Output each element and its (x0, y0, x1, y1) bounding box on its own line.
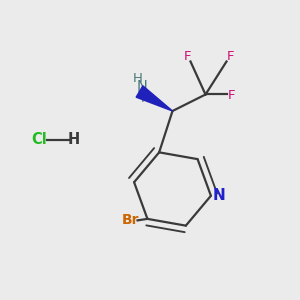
Text: Br: Br (122, 213, 140, 227)
Text: H: H (133, 72, 143, 86)
Text: F: F (184, 50, 191, 63)
Text: F: F (228, 89, 236, 103)
Text: H: H (68, 132, 80, 147)
Text: N: N (136, 80, 147, 95)
Text: H: H (141, 92, 151, 105)
Text: N: N (213, 188, 226, 203)
Text: Cl: Cl (31, 132, 47, 147)
Text: F: F (226, 50, 234, 63)
Polygon shape (136, 86, 172, 111)
